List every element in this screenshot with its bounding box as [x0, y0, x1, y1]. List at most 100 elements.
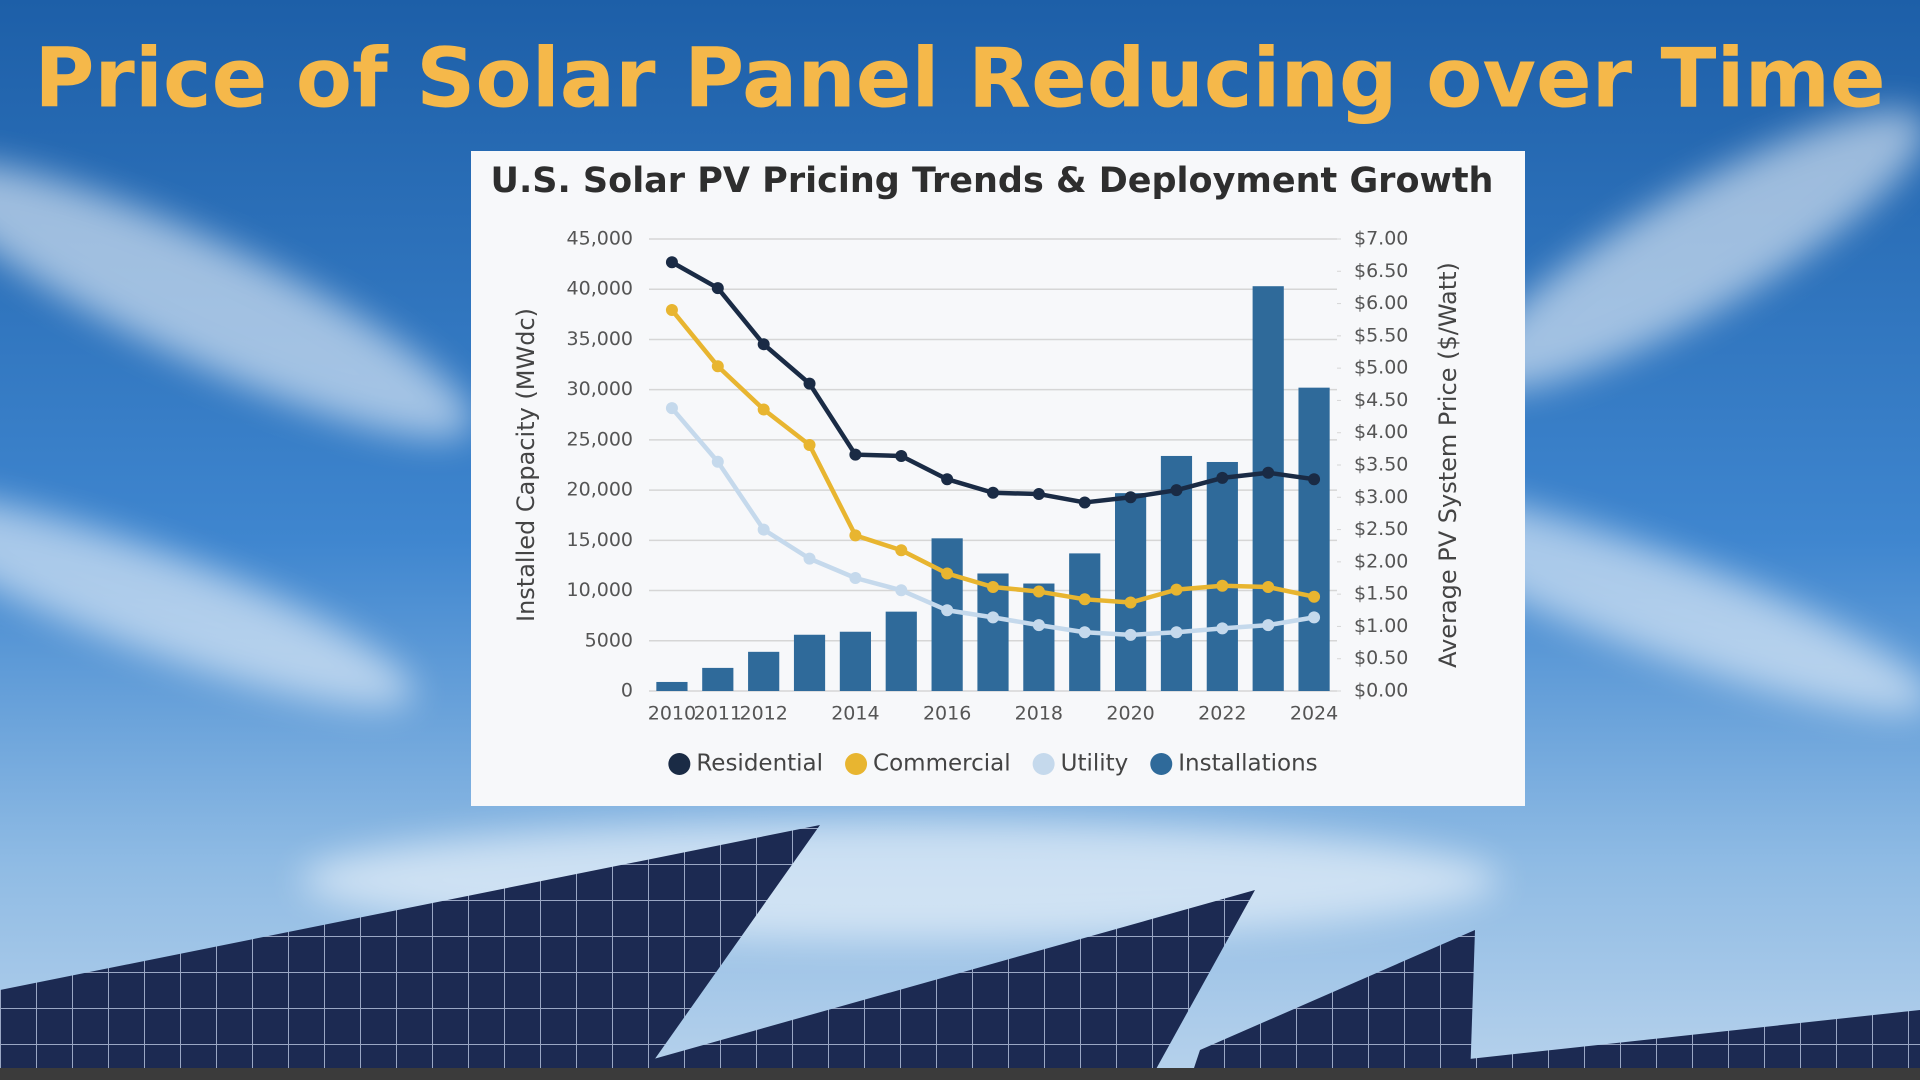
bar: [1115, 493, 1147, 691]
y2-tick-label: $1.00: [1354, 615, 1408, 637]
point: [665, 256, 678, 269]
point: [1124, 491, 1137, 504]
bar: [1069, 553, 1101, 691]
point: [1262, 581, 1275, 594]
point: [711, 455, 724, 468]
point: [987, 581, 999, 594]
legend-label: Commercial: [873, 751, 1011, 777]
point: [803, 438, 816, 451]
x-tick-label: 2016: [923, 703, 971, 725]
chart-title: U.S. Solar PV Pricing Trends & Deploymen…: [491, 161, 1494, 201]
y-tick-label: 10,000: [567, 579, 633, 601]
y-tick-label: 15,000: [567, 529, 633, 551]
y-tick-label: 25,000: [567, 428, 633, 450]
bar: [977, 573, 1009, 691]
point: [1124, 596, 1137, 609]
point: [1078, 626, 1091, 639]
point: [1308, 590, 1321, 603]
legend-item: Installations: [1150, 751, 1318, 777]
y2-tick-label: $0.00: [1354, 680, 1408, 702]
x-tick-label: 2018: [1015, 703, 1063, 725]
point: [1170, 583, 1183, 596]
bar: [702, 667, 734, 691]
point: [1170, 626, 1183, 639]
y2-axis-title: Average PV System Price ($/Watt): [1434, 262, 1462, 668]
y-tick-label: 35,000: [567, 328, 633, 350]
legend-marker: [1032, 753, 1055, 775]
legend-marker: [668, 753, 691, 775]
bar: [1298, 387, 1330, 691]
chart-panel: [471, 151, 1525, 806]
y2-tick-label: $7.00: [1354, 228, 1408, 250]
point: [1170, 484, 1183, 497]
point: [849, 529, 862, 542]
x-tick-label: 2020: [1106, 703, 1154, 725]
legend: Residential Commercial Utility Installation…: [668, 751, 1318, 777]
point: [1262, 619, 1275, 632]
point: [665, 304, 678, 317]
bar: [748, 651, 780, 691]
y2-tick-label: $4.00: [1354, 421, 1408, 443]
point: [941, 604, 954, 617]
point: [1032, 488, 1045, 501]
y2-tick-label: $6.00: [1354, 292, 1408, 314]
point: [1216, 622, 1229, 635]
point: [941, 567, 954, 580]
bar: [1206, 461, 1238, 691]
legend-item: Commercial: [845, 751, 1011, 777]
y-tick-label: 45,000: [567, 228, 633, 250]
x-tick-label: 2010: [648, 703, 696, 725]
y-tick-label: 20,000: [567, 479, 633, 501]
page-title: Price of Solar Panel Reducing over Time: [34, 31, 1885, 126]
point: [757, 338, 770, 351]
y2-tick-label: $5.50: [1354, 324, 1408, 346]
legend-marker: [1150, 753, 1173, 775]
x-tick-label: 2011: [694, 703, 742, 725]
legend-item: Utility: [1032, 751, 1129, 777]
x-tick-label: 2012: [739, 703, 787, 725]
point: [1216, 579, 1229, 592]
legend-item: Residential: [668, 751, 823, 777]
point: [1308, 611, 1321, 624]
y-tick-label: 0: [621, 680, 633, 702]
point: [803, 377, 816, 390]
bar: [656, 681, 688, 691]
y2-tick-label: $6.50: [1354, 260, 1408, 282]
point: [1032, 619, 1045, 632]
y2-tick-label: $1.50: [1354, 583, 1408, 605]
point: [1308, 473, 1321, 486]
point: [987, 611, 999, 624]
legend-marker: [845, 753, 868, 775]
point: [849, 572, 862, 584]
point: [895, 449, 908, 462]
point: [711, 282, 724, 295]
y-axis-title: Installed Capacity (MWdc): [512, 308, 540, 622]
y2-tick-label: $2.00: [1354, 550, 1408, 572]
point: [803, 552, 816, 565]
legend-label: Utility: [1061, 751, 1129, 777]
y-tick-label: 30,000: [567, 378, 633, 400]
x-tick-label: 2022: [1198, 703, 1246, 725]
point: [941, 473, 954, 486]
y2-tick-label: $5.00: [1354, 357, 1408, 379]
point: [665, 402, 678, 415]
point: [757, 403, 770, 416]
y2-tick-label: $2.50: [1354, 518, 1408, 540]
point: [895, 584, 908, 597]
bar: [885, 611, 917, 691]
point: [1078, 593, 1091, 606]
legend-label: Residential: [696, 751, 823, 777]
point: [849, 448, 862, 461]
y2-tick-label: $3.50: [1354, 454, 1408, 476]
point: [1124, 628, 1137, 641]
point: [1078, 496, 1091, 509]
bar: [839, 631, 871, 691]
point: [1216, 471, 1229, 484]
y2-tick-label: $0.50: [1354, 647, 1408, 669]
point: [1032, 585, 1045, 598]
y2-tick-label: $4.50: [1354, 389, 1408, 411]
x-tick-label: 2024: [1290, 703, 1338, 725]
point: [1262, 466, 1275, 479]
